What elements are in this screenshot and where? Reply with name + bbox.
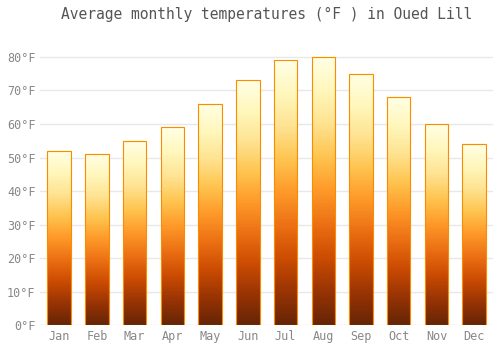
Bar (312, 57, 335, 325)
Bar (236, 80, 260, 325)
Bar (160, 127, 184, 325)
Bar (85, 154, 108, 325)
Bar (387, 97, 410, 325)
Bar (350, 74, 372, 325)
Bar (198, 104, 222, 325)
Bar (462, 144, 486, 325)
Bar (48, 151, 71, 325)
Bar (274, 60, 297, 325)
Title: Average monthly temperatures (°F ) in Oued Lill: Average monthly temperatures (°F ) in Ou… (61, 7, 472, 22)
Bar (123, 141, 146, 325)
Bar (425, 124, 448, 325)
